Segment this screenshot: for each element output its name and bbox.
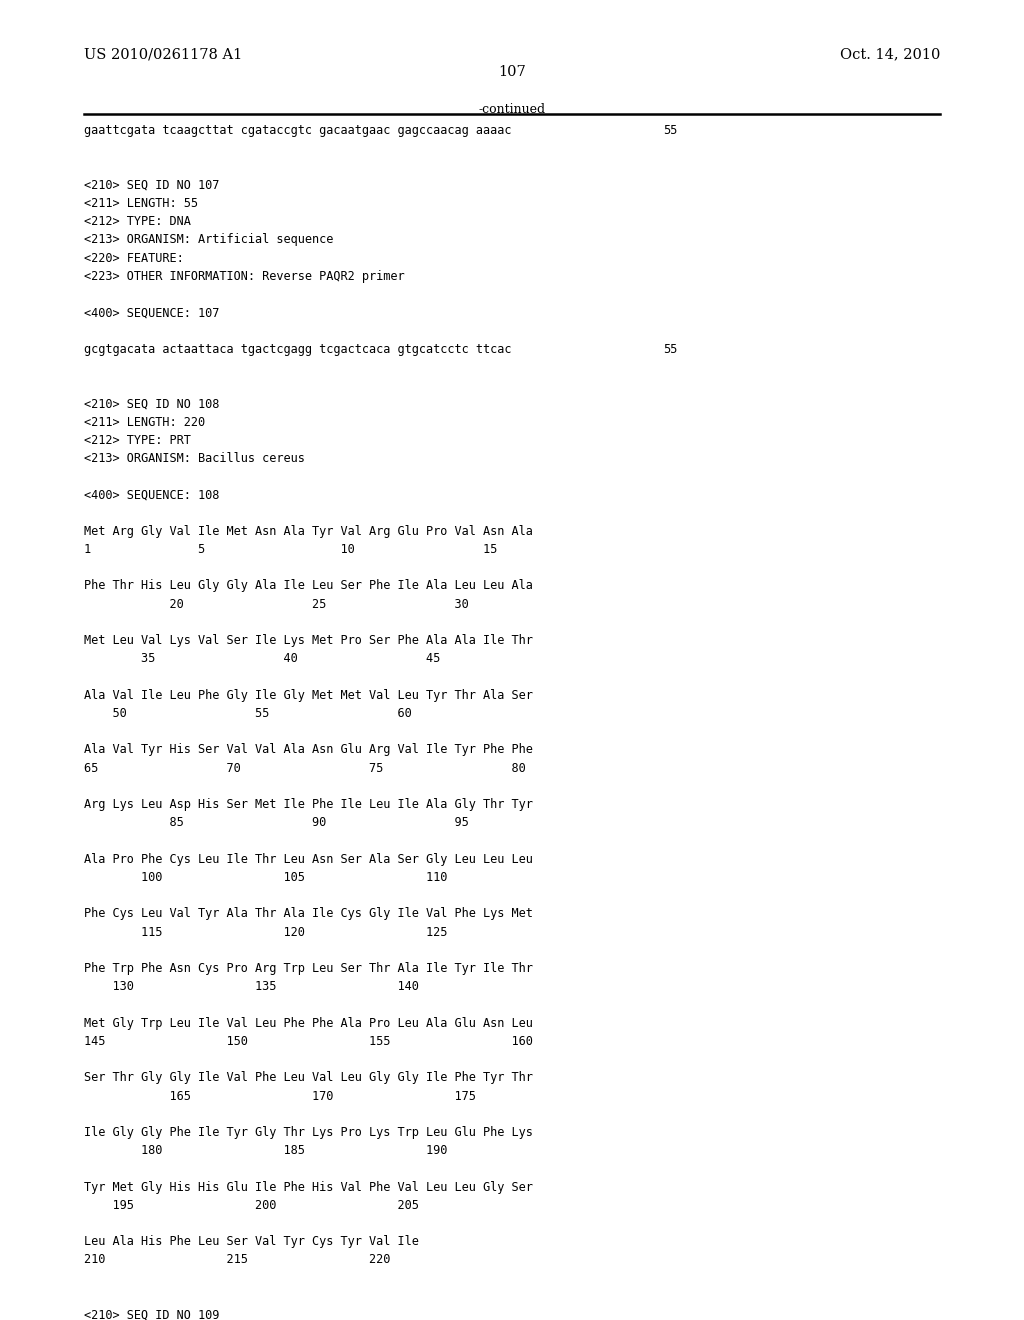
Text: Ala Val Ile Leu Phe Gly Ile Gly Met Met Val Leu Tyr Thr Ala Ser: Ala Val Ile Leu Phe Gly Ile Gly Met Met … [84,689,532,702]
Text: Oct. 14, 2010: Oct. 14, 2010 [840,48,940,62]
Text: 130                 135                 140: 130 135 140 [84,981,419,993]
Text: Ala Val Tyr His Ser Val Val Ala Asn Glu Arg Val Ile Tyr Phe Phe: Ala Val Tyr His Ser Val Val Ala Asn Glu … [84,743,532,756]
Text: <211> LENGTH: 220: <211> LENGTH: 220 [84,416,205,429]
Text: Met Arg Gly Val Ile Met Asn Ala Tyr Val Arg Glu Pro Val Asn Ala: Met Arg Gly Val Ile Met Asn Ala Tyr Val … [84,525,532,537]
Text: 180                 185                 190: 180 185 190 [84,1144,447,1158]
Text: -continued: -continued [478,103,546,116]
Text: 107: 107 [498,65,526,79]
Text: Phe Thr His Leu Gly Gly Ala Ile Leu Ser Phe Ile Ala Leu Leu Ala: Phe Thr His Leu Gly Gly Ala Ile Leu Ser … [84,579,532,593]
Text: <220> FEATURE:: <220> FEATURE: [84,252,183,264]
Text: Leu Ala His Phe Leu Ser Val Tyr Cys Tyr Val Ile: Leu Ala His Phe Leu Ser Val Tyr Cys Tyr … [84,1236,419,1249]
Text: Met Gly Trp Leu Ile Val Leu Phe Phe Ala Pro Leu Ala Glu Asn Leu: Met Gly Trp Leu Ile Val Leu Phe Phe Ala … [84,1016,532,1030]
Text: 165                 170                 175: 165 170 175 [84,1089,476,1102]
Text: Phe Cys Leu Val Tyr Ala Thr Ala Ile Cys Gly Ile Val Phe Lys Met: Phe Cys Leu Val Tyr Ala Thr Ala Ile Cys … [84,907,532,920]
Text: 65                  70                  75                  80: 65 70 75 80 [84,762,525,775]
Text: 195                 200                 205: 195 200 205 [84,1199,419,1212]
Text: <211> LENGTH: 55: <211> LENGTH: 55 [84,197,198,210]
Text: 55: 55 [664,124,678,137]
Text: 55: 55 [664,343,678,355]
Text: <210> SEQ ID NO 109: <210> SEQ ID NO 109 [84,1308,219,1320]
Text: Phe Trp Phe Asn Cys Pro Arg Trp Leu Ser Thr Ala Ile Tyr Ile Thr: Phe Trp Phe Asn Cys Pro Arg Trp Leu Ser … [84,962,532,975]
Text: gcgtgacata actaattaca tgactcgagg tcgactcaca gtgcatcctc ttcac: gcgtgacata actaattaca tgactcgagg tcgactc… [84,343,511,355]
Text: gaattcgata tcaagcttat cgataccgtc gacaatgaac gagccaacag aaaac: gaattcgata tcaagcttat cgataccgtc gacaatg… [84,124,511,137]
Text: 115                 120                 125: 115 120 125 [84,925,447,939]
Text: 20                  25                  30: 20 25 30 [84,598,469,611]
Text: 210                 215                 220: 210 215 220 [84,1254,390,1266]
Text: Ile Gly Gly Phe Ile Tyr Gly Thr Lys Pro Lys Trp Leu Glu Phe Lys: Ile Gly Gly Phe Ile Tyr Gly Thr Lys Pro … [84,1126,532,1139]
Text: 35                  40                  45: 35 40 45 [84,652,440,665]
Text: 50                  55                  60: 50 55 60 [84,708,412,719]
Text: Met Leu Val Lys Val Ser Ile Lys Met Pro Ser Phe Ala Ala Ile Thr: Met Leu Val Lys Val Ser Ile Lys Met Pro … [84,634,532,647]
Text: <210> SEQ ID NO 108: <210> SEQ ID NO 108 [84,397,219,411]
Text: Ala Pro Phe Cys Leu Ile Thr Leu Asn Ser Ala Ser Gly Leu Leu Leu: Ala Pro Phe Cys Leu Ile Thr Leu Asn Ser … [84,853,532,866]
Text: US 2010/0261178 A1: US 2010/0261178 A1 [84,48,243,62]
Text: Tyr Met Gly His His Glu Ile Phe His Val Phe Val Leu Leu Gly Ser: Tyr Met Gly His His Glu Ile Phe His Val … [84,1180,532,1193]
Text: <400> SEQUENCE: 107: <400> SEQUENCE: 107 [84,306,219,319]
Text: 1               5                   10                  15: 1 5 10 15 [84,543,498,556]
Text: <223> OTHER INFORMATION: Reverse PAQR2 primer: <223> OTHER INFORMATION: Reverse PAQR2 p… [84,269,404,282]
Text: 145                 150                 155                 160: 145 150 155 160 [84,1035,532,1048]
Text: <210> SEQ ID NO 107: <210> SEQ ID NO 107 [84,178,219,191]
Text: <213> ORGANISM: Artificial sequence: <213> ORGANISM: Artificial sequence [84,234,334,247]
Text: <212> TYPE: DNA: <212> TYPE: DNA [84,215,190,228]
Text: 85                  90                  95: 85 90 95 [84,816,469,829]
Text: <400> SEQUENCE: 108: <400> SEQUENCE: 108 [84,488,219,502]
Text: 100                 105                 110: 100 105 110 [84,871,447,884]
Text: Ser Thr Gly Gly Ile Val Phe Leu Val Leu Gly Gly Ile Phe Tyr Thr: Ser Thr Gly Gly Ile Val Phe Leu Val Leu … [84,1072,532,1084]
Text: Arg Lys Leu Asp His Ser Met Ile Phe Ile Leu Ile Ala Gly Thr Tyr: Arg Lys Leu Asp His Ser Met Ile Phe Ile … [84,799,532,810]
Text: <212> TYPE: PRT: <212> TYPE: PRT [84,434,190,446]
Text: <213> ORGANISM: Bacillus cereus: <213> ORGANISM: Bacillus cereus [84,451,305,465]
